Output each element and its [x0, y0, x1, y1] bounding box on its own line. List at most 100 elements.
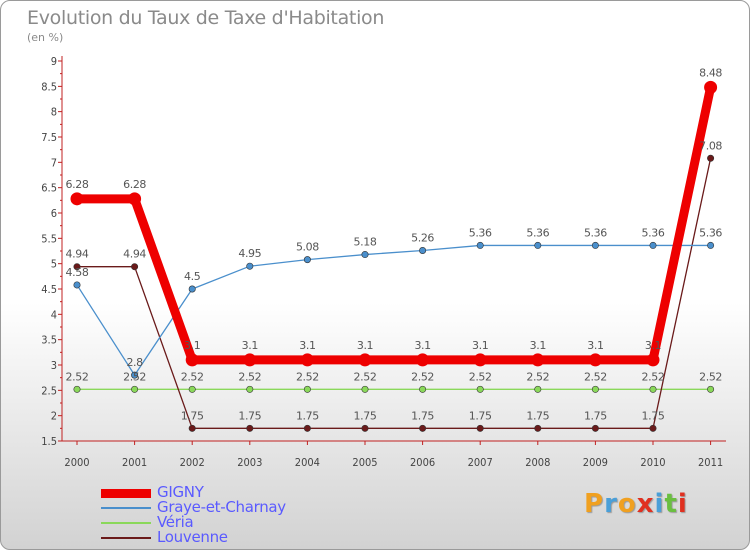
data-point [416, 353, 430, 367]
data-label: 3.1 [587, 339, 603, 352]
data-label: 1.75 [642, 409, 665, 422]
data-point [300, 353, 314, 367]
y-tick-label: 8.5 [41, 80, 57, 93]
y-tick-label: 9 [51, 55, 57, 68]
y-tick-label: 3.5 [41, 334, 57, 347]
data-point [649, 385, 657, 393]
data-point [419, 385, 427, 393]
series-line-louvenne [76, 157, 712, 429]
data-label: 3.1 [530, 339, 546, 352]
data-point [649, 241, 657, 249]
data-label: 1.75 [238, 409, 261, 422]
chart-subtitle: (en %) [27, 31, 64, 44]
data-label: 1.75 [469, 409, 492, 422]
y-tick-label: 2 [51, 410, 57, 423]
data-point [476, 385, 484, 393]
x-tick-label: 2011 [698, 456, 723, 469]
data-label: 4.5 [184, 270, 201, 283]
y-tick-label: 4.5 [41, 283, 57, 296]
series-line-gigny [72, 82, 716, 365]
data-label: 5.36 [526, 226, 549, 239]
x-tick-label: 2008 [525, 456, 550, 469]
data-label: 4.94 [123, 248, 146, 261]
data-point [185, 353, 199, 367]
data-label: 3.1 [414, 339, 430, 352]
data-label: 6.28 [123, 178, 146, 191]
data-label: 4.94 [66, 248, 89, 261]
legend-swatch [101, 522, 151, 524]
x-tick-label: 2004 [295, 456, 320, 469]
y-tick-label: 1.5 [41, 435, 57, 448]
legend-label: Louvenne [157, 528, 228, 546]
data-label: 5.18 [354, 236, 377, 249]
data-label: 2.8 [126, 356, 143, 369]
data-point [419, 246, 427, 254]
data-point [534, 241, 542, 249]
logo-letter: i [654, 489, 665, 519]
data-label: 2.52 [123, 370, 146, 383]
data-point [361, 251, 369, 259]
legend-label: GIGNY [157, 483, 204, 501]
data-label: 7.08 [699, 139, 722, 152]
data-point [531, 353, 545, 367]
x-tick-label: 2006 [410, 456, 435, 469]
data-point [419, 424, 427, 432]
y-tick-label: 6.5 [41, 182, 57, 195]
data-point [188, 385, 196, 393]
data-label: 3.1 [242, 339, 258, 352]
y-tick-label: 2.5 [41, 384, 57, 397]
data-point [188, 285, 196, 293]
data-label: 1.75 [181, 409, 204, 422]
logo-letter: t [664, 489, 678, 519]
data-label: 2.52 [238, 370, 261, 383]
data-label: 2.52 [66, 370, 89, 383]
data-label: 1.75 [354, 409, 377, 422]
data-label: 3.1 [299, 339, 315, 352]
data-label: 1.75 [296, 409, 319, 422]
data-label: 5.36 [584, 226, 607, 239]
x-tick-label: 2002 [180, 456, 205, 469]
x-tick-label: 2001 [122, 456, 147, 469]
logo-letter: x [636, 489, 655, 519]
x-tick-label: 2010 [640, 456, 665, 469]
data-point [128, 192, 142, 206]
data-label: 4.95 [238, 247, 261, 260]
data-point [303, 424, 311, 432]
legend-label: Véria [157, 513, 194, 531]
data-point [591, 241, 599, 249]
data-point [591, 385, 599, 393]
data-point [707, 154, 715, 162]
x-tick-label: 2009 [583, 456, 608, 469]
proxiti-logo[interactable]: Proxiti [584, 489, 688, 519]
data-label: 3.1 [472, 339, 488, 352]
legend-swatch [101, 488, 151, 498]
data-point [361, 424, 369, 432]
y-tick-label: 3 [51, 359, 57, 372]
data-label: 2.52 [642, 370, 665, 383]
data-point [73, 281, 81, 289]
data-label: 3.1 [357, 339, 373, 352]
data-point [358, 353, 372, 367]
logo-letter: i [677, 489, 688, 519]
data-point [73, 263, 81, 271]
data-label: 5.08 [296, 241, 319, 254]
data-label: 5.36 [469, 226, 492, 239]
data-point [246, 424, 254, 432]
data-label: 2.52 [354, 370, 377, 383]
data-label: 8.48 [699, 66, 722, 79]
data-point [243, 353, 257, 367]
y-tick-label: 7.5 [41, 131, 57, 144]
data-point [646, 353, 660, 367]
data-point [131, 385, 139, 393]
data-label: 2.52 [411, 370, 434, 383]
data-point [70, 192, 84, 206]
data-point [649, 424, 657, 432]
data-point [588, 353, 602, 367]
data-label: 4.58 [66, 266, 89, 279]
data-point [473, 353, 487, 367]
data-label: 6.28 [66, 178, 89, 191]
data-label: 1.75 [411, 409, 434, 422]
data-point [707, 241, 715, 249]
y-tick-label: 7 [51, 156, 57, 169]
